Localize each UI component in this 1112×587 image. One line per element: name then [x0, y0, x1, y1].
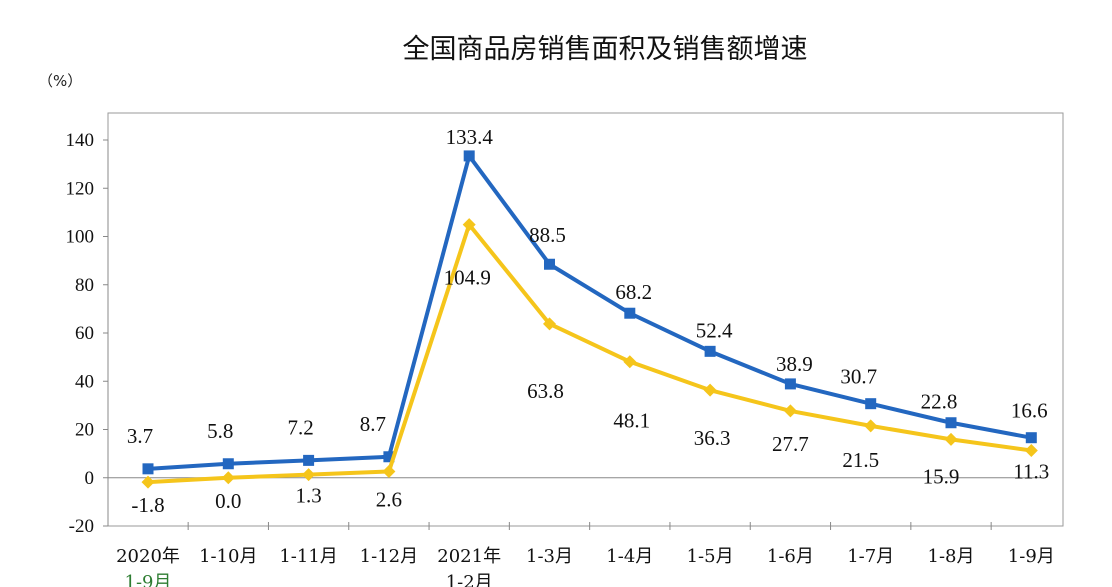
series-2-point [462, 218, 476, 232]
series-line-1 [147, 153, 1032, 471]
series-2-point [1024, 443, 1038, 457]
series-1-point [383, 451, 395, 463]
x-tick-label: 1-6月 [767, 546, 814, 567]
x-tick-label: 1-4月 [606, 546, 653, 567]
data-label: 11.3 [1013, 459, 1049, 483]
data-label: 2.6 [376, 487, 402, 511]
series-1-point [303, 454, 315, 466]
data-label: 22.8 [921, 390, 958, 414]
data-label: 104.9 [444, 266, 491, 290]
y-tick-label: 120 [66, 178, 95, 199]
series-1-point [865, 398, 877, 410]
y-tick-label: 80 [75, 275, 94, 296]
y-tick-label: 20 [75, 420, 94, 441]
series-1-point [704, 345, 716, 357]
data-label: 133.4 [446, 125, 494, 149]
series-1-point [1025, 432, 1037, 444]
series-2-point [944, 432, 958, 446]
data-label: 52.4 [696, 318, 733, 342]
series-2-point [382, 464, 396, 478]
data-label: 88.5 [529, 223, 566, 247]
data-label: 7.2 [287, 415, 313, 439]
x-tick-label: 1-11月 [279, 546, 337, 567]
series-2-point [623, 355, 637, 369]
data-label: 3.7 [127, 424, 153, 448]
y-tick-label: 100 [66, 227, 95, 248]
series-1-point [463, 150, 475, 162]
y-tick-label: 0 [85, 468, 95, 489]
series-1-point [945, 417, 957, 429]
series-group [141, 150, 1038, 489]
series-1-point [544, 258, 555, 270]
x-tick-label: 1-8月 [928, 546, 975, 567]
series-line-2 [147, 222, 1032, 485]
data-label: -1.8 [131, 493, 164, 517]
x-tick-label: 1-3月 [526, 546, 573, 567]
series-2-point [543, 317, 556, 331]
x-tick-label: 2020年 1-9月 [116, 546, 180, 587]
data-label: 8.7 [360, 412, 386, 436]
data-label: 63.8 [527, 379, 564, 403]
data-label: 38.9 [776, 352, 813, 376]
y-tick-label: -20 [69, 516, 94, 537]
series-2-point [302, 468, 316, 482]
x-tick-label: 1-10月 [199, 546, 257, 567]
data-label: 21.5 [842, 448, 879, 472]
x-tick-label: 1-12月 [360, 546, 418, 567]
x-tick-label: 1-5月 [687, 546, 734, 567]
data-label: 1.3 [295, 484, 321, 508]
data-label: 27.7 [772, 432, 809, 456]
chart-title: 全国商品房销售面积及销售额增速 [403, 34, 808, 65]
y-tick-label: 140 [66, 130, 95, 151]
series-1-point [142, 463, 154, 475]
series-2-point [221, 471, 235, 485]
series-2-point [141, 475, 155, 489]
axes-group: -20 0 20 40 60 80 100 120 140 2020年 1-9月 1-10月 1-11月… [66, 130, 1055, 587]
series-1-point [624, 307, 636, 319]
data-label: 36.3 [694, 426, 731, 450]
x-tick-label: 1-9月 [1008, 546, 1055, 567]
series-1-point [222, 458, 234, 470]
series-1-point [784, 378, 796, 390]
series-2-point [864, 419, 878, 433]
y-tick-label: 40 [75, 371, 94, 392]
x-tick-label: 1-7月 [847, 546, 894, 567]
data-label: 48.1 [613, 409, 650, 433]
data-label: 5.8 [207, 419, 233, 443]
series-2-point [703, 383, 717, 397]
data-labels-group: 3.7 5.8 7.2 8.7 133.4 88.5 68.2 52.4 38.9 30.7 22.… [127, 125, 1049, 517]
data-label: 68.2 [615, 280, 652, 304]
data-label: 15.9 [923, 464, 960, 488]
y-axis-unit-label: （%） [38, 72, 82, 90]
x-tick-label: 2021年 1-2月 [437, 546, 501, 587]
series-2-point [783, 404, 797, 418]
y-tick-label: 60 [75, 323, 94, 344]
data-label: 30.7 [840, 365, 877, 389]
data-label: 0.0 [215, 489, 241, 513]
data-label: 16.6 [1011, 399, 1048, 423]
